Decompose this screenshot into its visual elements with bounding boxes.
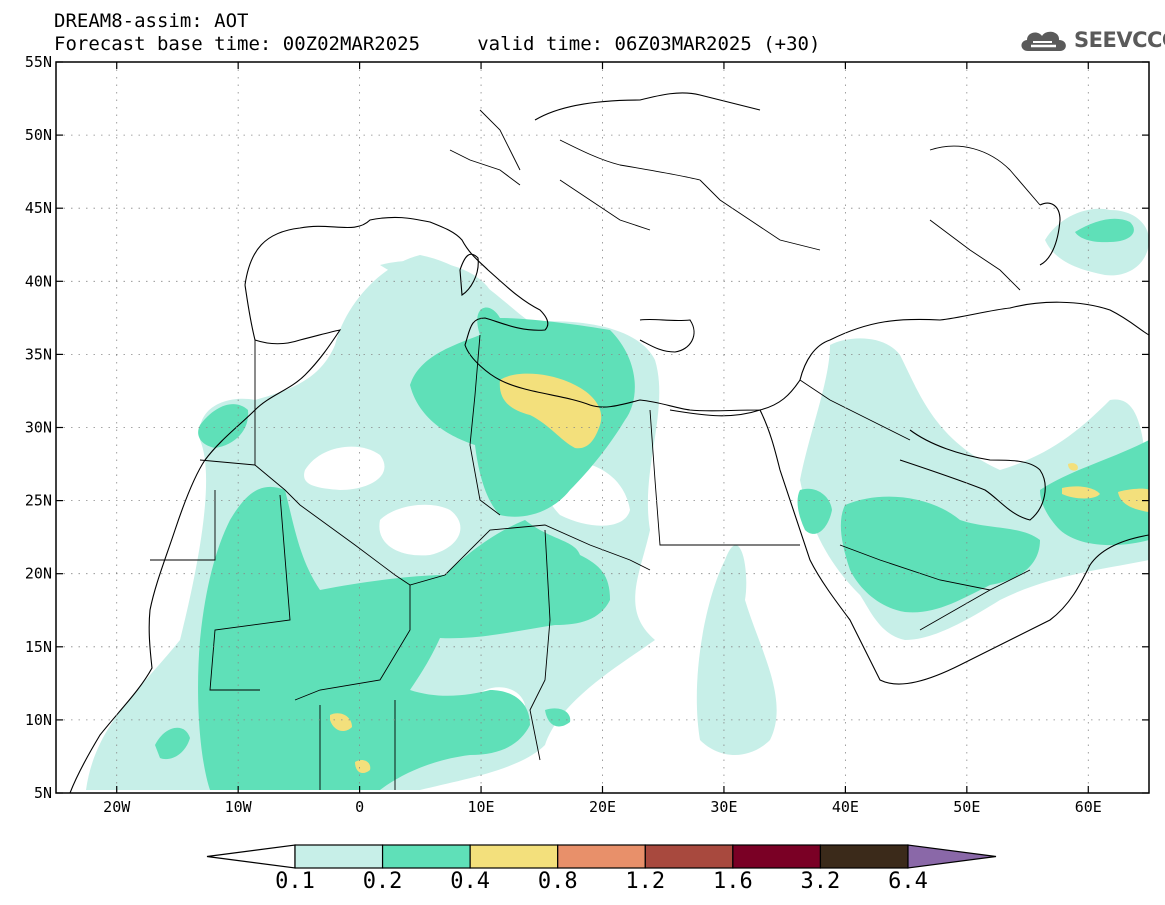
colorbar-segment bbox=[557, 844, 646, 869]
map-title: DREAM8-assim: AOT bbox=[54, 10, 249, 32]
colorbar-segment bbox=[469, 844, 559, 869]
axis-ticks bbox=[56, 61, 1149, 794]
colorbar-segment bbox=[819, 844, 909, 869]
colorbar-segment bbox=[381, 844, 471, 869]
lat-label: 45N bbox=[25, 199, 52, 217]
colorbar-label: 3.2 bbox=[800, 869, 841, 894]
country-borders bbox=[150, 109, 1041, 790]
colorbar-label: 6.4 bbox=[888, 869, 928, 894]
lat-label: 25N bbox=[25, 492, 52, 510]
colorbar-low-arrow bbox=[206, 844, 296, 869]
colorbar-label: 0.8 bbox=[537, 869, 578, 894]
seevccc-logo: SEEVCCC bbox=[1018, 26, 1165, 54]
lat-label: 40N bbox=[25, 272, 52, 290]
longitude-labels: 20W 10W 0 10E 20E 30E 40E 50E 60E bbox=[103, 798, 1102, 816]
colorbar-label: 0.1 bbox=[275, 869, 315, 894]
lon-label: 50E bbox=[953, 798, 980, 816]
coastlines bbox=[69, 92, 1149, 793]
lat-label: 55N bbox=[25, 53, 52, 71]
colorbar bbox=[206, 844, 997, 869]
aot-contours bbox=[86, 208, 1149, 790]
lon-label: 60E bbox=[1075, 798, 1102, 816]
lat-label: 15N bbox=[25, 638, 52, 656]
colorbar-segment bbox=[644, 844, 734, 869]
lon-label: 10W bbox=[225, 798, 253, 816]
colorbar-segment bbox=[294, 844, 384, 869]
colorbar-high-arrow bbox=[907, 844, 997, 869]
lon-label: 40E bbox=[832, 798, 859, 816]
lat-label: 5N bbox=[34, 784, 52, 802]
forecast-times: Forecast base time: 00Z02MAR2025 valid t… bbox=[54, 33, 821, 55]
lat-label: 35N bbox=[25, 345, 52, 363]
cloud-icon bbox=[1021, 31, 1066, 51]
lat-label: 10N bbox=[25, 711, 52, 729]
latitude-labels: 5N 10N 15N 20N 25N 30N 35N 40N 45N 50N 55N bbox=[25, 53, 52, 802]
lon-label: 30E bbox=[710, 798, 737, 816]
colorbar-label: 0.4 bbox=[450, 869, 491, 894]
lat-label: 30N bbox=[25, 419, 52, 437]
lat-label: 20N bbox=[25, 565, 52, 583]
lon-label: 20E bbox=[589, 798, 616, 816]
colorbar-label: 0.2 bbox=[362, 869, 403, 894]
lat-label: 50N bbox=[25, 126, 52, 144]
colorbar-segment bbox=[732, 844, 822, 869]
colorbar-label: 1.6 bbox=[712, 869, 753, 894]
aot-level-0.4 bbox=[330, 373, 1149, 774]
aot-level-0.2 bbox=[155, 218, 1149, 790]
logo-text: SEEVCCC bbox=[1074, 28, 1165, 52]
lon-label: 0 bbox=[355, 798, 364, 816]
lon-label: 20W bbox=[103, 798, 131, 816]
lon-label: 10E bbox=[468, 798, 495, 816]
colorbar-label: 1.2 bbox=[625, 869, 666, 894]
